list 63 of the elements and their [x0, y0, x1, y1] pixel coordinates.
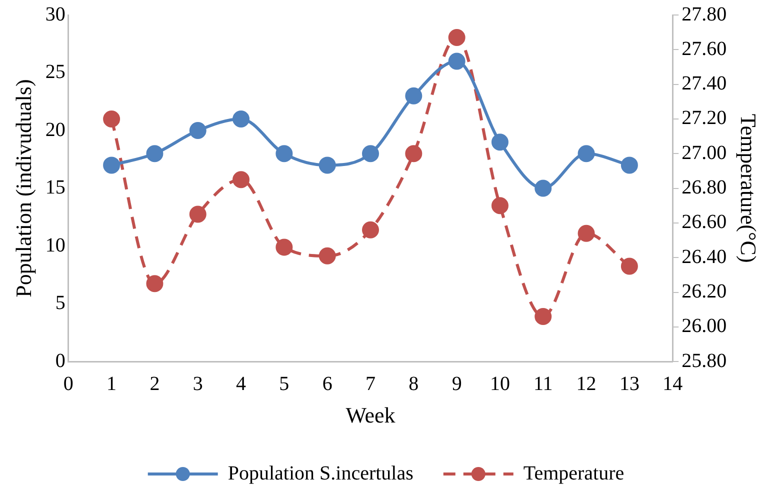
y2-tick-label: 25.80	[682, 350, 727, 372]
x-tick-label: 2	[150, 372, 160, 395]
x-tick-label: 8	[408, 372, 419, 395]
point	[405, 87, 422, 104]
x-axis-title: Week	[346, 402, 396, 428]
y-tick-label: 30	[45, 3, 66, 26]
y-tick-label: 15	[45, 176, 66, 199]
point	[189, 206, 206, 223]
y-tick-label: 5	[55, 292, 66, 314]
x-tick-label: 3	[192, 372, 203, 395]
y-tick-label: 25	[45, 61, 66, 84]
point	[232, 171, 250, 188]
y2-tick-label: 27.20	[682, 107, 727, 130]
y-tick-label: 20	[45, 118, 66, 141]
y2-tick-label: 27.40	[682, 72, 727, 95]
y2-tick-label: 27.80	[682, 3, 727, 26]
x-tick-label: 10	[490, 372, 510, 395]
y-tick-label: 10	[45, 234, 66, 256]
point	[534, 180, 552, 197]
x-tick-label: 13	[619, 372, 640, 395]
point	[189, 122, 206, 140]
point	[362, 145, 379, 162]
y2-tick-label: 26.20	[682, 280, 727, 303]
y-axis-title: Population (indivuduals)	[10, 79, 36, 298]
point	[448, 29, 466, 46]
legend-label: Population S.incertulas	[228, 462, 414, 484]
point	[362, 221, 379, 238]
x-tick-label: 7	[366, 372, 376, 395]
point	[318, 247, 336, 264]
point	[276, 238, 293, 256]
x-tick-label: 14	[662, 372, 683, 395]
x-tick-label: 1	[106, 372, 117, 395]
point	[620, 258, 638, 275]
y2-tick-label: 26.00	[682, 315, 727, 338]
y2-tick-label: 26.80	[682, 176, 727, 199]
x-tick-label: 5	[279, 372, 290, 395]
point	[448, 52, 466, 70]
y2-tick-label: 26.40	[682, 246, 727, 268]
x-tick-label: 9	[452, 372, 462, 395]
point	[491, 134, 508, 151]
point	[318, 156, 336, 174]
legend-label: Temperature	[523, 462, 624, 484]
point	[578, 224, 595, 242]
point	[103, 110, 120, 128]
point	[232, 110, 250, 128]
y2-axis-title: Temperature(°C)	[736, 114, 762, 263]
point	[620, 156, 638, 174]
point	[146, 145, 164, 162]
point	[405, 145, 422, 162]
x-tick-label: 4	[236, 372, 246, 395]
x-tick-label: 11	[533, 372, 553, 395]
point	[491, 197, 508, 214]
y2-tick-label: 27.60	[682, 38, 727, 60]
y-tick-label: 0	[55, 350, 66, 372]
point	[534, 308, 552, 326]
x-tick-label: 12	[576, 372, 596, 395]
point	[276, 145, 293, 162]
x-tick-label: 6	[322, 372, 332, 395]
y2-tick-label: 26.60	[682, 211, 727, 234]
y2-tick-label: 27.00	[682, 142, 727, 164]
point	[578, 145, 595, 162]
point	[103, 156, 120, 174]
point	[146, 275, 164, 292]
